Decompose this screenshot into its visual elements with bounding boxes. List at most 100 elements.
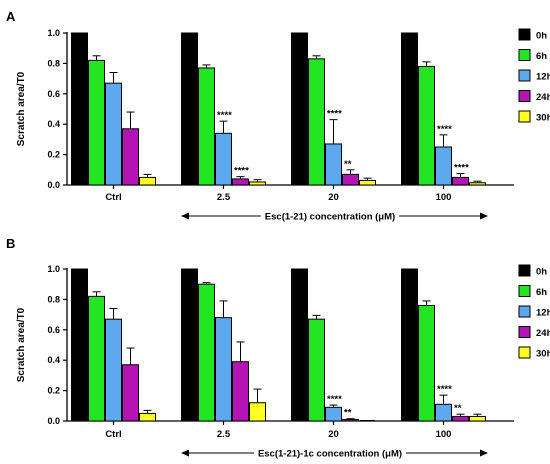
- y-tick-label: 0.2: [47, 386, 60, 396]
- y-tick-label: 1.0: [47, 28, 60, 38]
- legend-swatch-24h: [518, 326, 531, 338]
- legend-label: 0h: [536, 31, 547, 42]
- arrow-left-head: [181, 212, 189, 220]
- significance-label: **: [344, 159, 352, 170]
- bar-12h-Ctrl: [105, 318, 122, 422]
- bar-24h-25: [232, 361, 249, 422]
- bar-0h-Ctrl: [71, 32, 88, 186]
- x-axis-title: Esc(1-21) concentration (μM): [265, 212, 395, 223]
- x-tick-label: 2.5: [217, 192, 231, 203]
- y-axis-title: Scratch area/T0: [16, 307, 27, 382]
- y-tick-label: 0.2: [47, 150, 60, 160]
- bar-0h-Ctrl: [71, 268, 88, 422]
- arrow-right-head: [480, 449, 488, 457]
- bar-12h-20: [325, 406, 342, 422]
- x-axis-title: Esc(1-21)-1c concentration (μM): [258, 449, 402, 460]
- bar-0h-20: [291, 268, 308, 422]
- x-tick-label: Ctrl: [105, 429, 121, 440]
- bar-12h-100: [435, 146, 452, 186]
- legend-label: 0h: [536, 267, 547, 278]
- bar-12h-25: [215, 317, 232, 422]
- significance-label: ****: [454, 163, 469, 174]
- bar-0h-25: [181, 32, 198, 186]
- bar-12h-25: [215, 132, 232, 186]
- legend-label: 24h: [536, 328, 550, 339]
- bar-30h-Ctrl: [139, 412, 156, 422]
- y-tick-label: 0.4: [47, 119, 60, 129]
- y-tick-label: 0.8: [47, 58, 60, 68]
- bar-0h-25: [181, 268, 198, 422]
- panel-label: B: [6, 236, 15, 251]
- significance-label: ****: [327, 394, 342, 405]
- x-axis-title-bg: [253, 447, 407, 461]
- y-axis-title: Scratch area/T0: [16, 71, 27, 146]
- y-tick-label: 0.6: [47, 325, 60, 335]
- bar-6h-20: [308, 318, 325, 422]
- x-tick-label: 100: [436, 192, 452, 203]
- panel-label: A: [6, 9, 16, 24]
- y-tick-label: 1.0: [47, 264, 60, 274]
- significance-label: ****: [327, 109, 342, 120]
- legend-swatch-30h: [518, 110, 531, 123]
- arrow-left-head: [181, 449, 189, 457]
- bar-12h-Ctrl: [105, 82, 122, 186]
- arrow-right-head: [480, 212, 488, 220]
- significance-label: ****: [217, 110, 232, 121]
- bar-24h-20: [342, 173, 359, 186]
- legend-swatch-24h: [518, 90, 531, 102]
- significance-label: ****: [437, 124, 452, 135]
- legend-label: 30h: [536, 113, 550, 124]
- legend-label: 24h: [536, 92, 550, 103]
- x-tick-label: 20: [328, 192, 339, 203]
- bar-24h-20: [342, 418, 359, 422]
- x-tick-label: 100: [436, 429, 452, 440]
- bar-30h-100: [469, 415, 486, 422]
- bar-0h-100: [401, 268, 418, 422]
- bar-12h-20: [325, 143, 342, 186]
- significance-label: ****: [437, 384, 452, 395]
- bar-12h-100: [435, 403, 452, 422]
- bar-24h-Ctrl: [122, 364, 139, 422]
- x-axis-title-bg: [260, 210, 400, 224]
- chart-panel-b: B 0.0 0.2 0.4 0.6 0.8 1.0 Scratch area/T0 Ctrl 2.…: [6, 236, 550, 461]
- bar-6h-20: [308, 58, 325, 186]
- bar-6h-25: [198, 283, 215, 422]
- y-tick-label: 0.0: [47, 180, 60, 190]
- chart-panel-a: A 0.0 0.2 0.4 0.6 0.8 1.0 Scratch area/T0 Ctrl 2.…: [6, 9, 550, 224]
- x-tick-label: Ctrl: [105, 192, 121, 203]
- bar-30h-20: [359, 179, 376, 186]
- bar-30h-25: [249, 402, 266, 422]
- bar-0h-20: [291, 32, 308, 186]
- significance-label: **: [454, 403, 462, 414]
- legend-swatch-12h: [518, 305, 531, 318]
- x-tick-label: 20: [328, 429, 339, 440]
- legend-swatch-6h: [518, 285, 531, 297]
- bar-0h-100: [401, 32, 418, 186]
- legend-swatch-0h: [518, 264, 531, 277]
- bar-6h-Ctrl: [88, 59, 105, 186]
- bar-6h-100: [418, 65, 435, 186]
- bar-30h-Ctrl: [139, 176, 156, 186]
- legend-label: 12h: [536, 308, 550, 319]
- bar-30h-25: [249, 181, 266, 186]
- legend-swatch-12h: [518, 69, 531, 82]
- bar-30h-100: [469, 182, 486, 186]
- y-tick-label: 0.4: [47, 355, 60, 365]
- y-tick-label: 0.0: [47, 416, 60, 426]
- legend-swatch-6h: [518, 49, 531, 61]
- legend-label: 6h: [536, 287, 547, 298]
- bar-24h-100: [452, 176, 469, 186]
- legend-label: 6h: [536, 51, 547, 62]
- bar-24h-Ctrl: [122, 128, 139, 186]
- legend-swatch-0h: [518, 28, 531, 41]
- bar-6h-25: [198, 67, 215, 186]
- significance-label: **: [344, 408, 352, 419]
- y-tick-label: 0.6: [47, 89, 60, 99]
- bar-24h-25: [232, 178, 249, 186]
- significance-label: ****: [234, 166, 249, 177]
- legend-label: 30h: [536, 349, 550, 360]
- bar-6h-100: [418, 304, 435, 422]
- legend-label: 12h: [536, 72, 550, 83]
- bar-24h-100: [452, 415, 469, 422]
